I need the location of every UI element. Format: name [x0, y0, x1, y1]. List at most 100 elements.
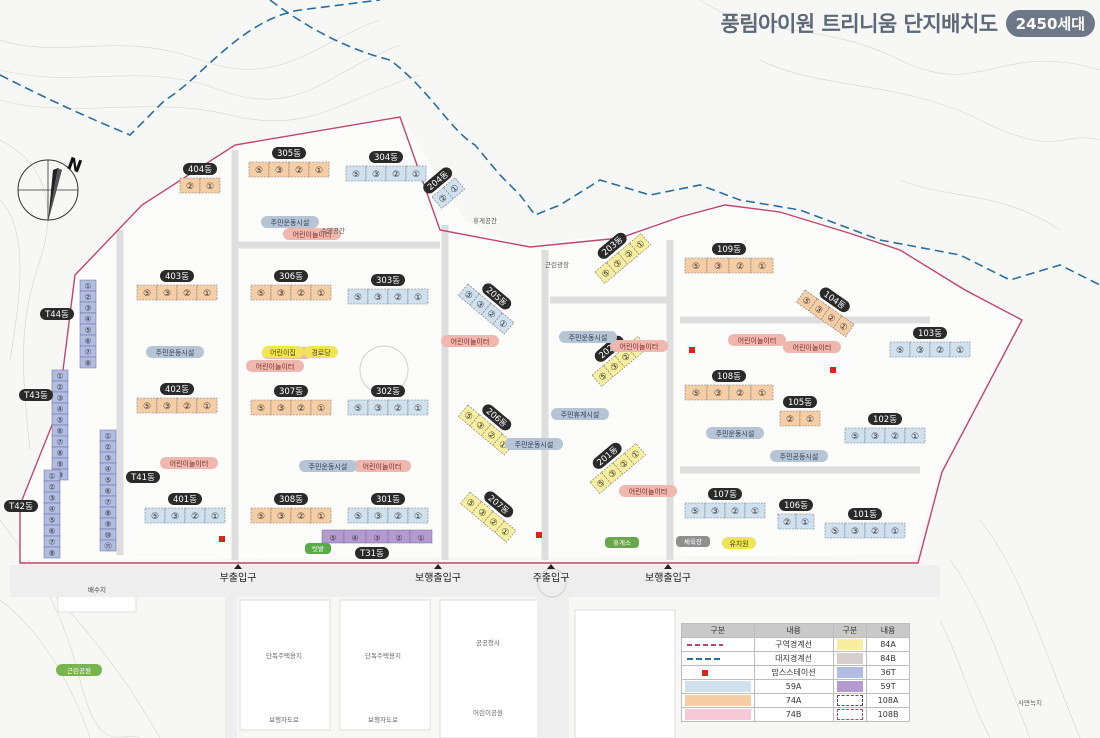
building-109: ⑤ ③ ② ① 109동 [684, 243, 774, 274]
community-facility-label-text: 주민운동시설 [716, 429, 755, 438]
unit-cell [904, 427, 926, 444]
unit-number: ③ [277, 404, 285, 414]
unit-number: ② [871, 527, 879, 537]
small-facility-label: 텃밭 [312, 544, 324, 553]
unit-number: ⑨ [105, 520, 112, 529]
unit-number: ③ [105, 454, 112, 463]
unit-cell [494, 520, 517, 543]
legend-swatch-59t [832, 679, 868, 694]
unit-number: ⑤ [354, 404, 362, 414]
small-facility-bg [605, 537, 639, 548]
unit-number: ⑦ [49, 538, 56, 547]
community-facility-label: 주민운동시설 [505, 438, 563, 450]
building-404: ② ① 404동 [179, 163, 221, 194]
unit-number: ⑤ [105, 476, 112, 485]
legend-swatch-moms-station [681, 665, 755, 680]
entrance-arrow [547, 564, 555, 569]
legend-header: 구분 [832, 623, 868, 638]
unit-number: ③ [275, 166, 283, 176]
outside-area-label: 보행자도로 [368, 715, 398, 724]
unit-number: ② [736, 389, 744, 399]
unit-number: ② [297, 404, 305, 414]
building-label: 105동 [783, 396, 817, 408]
building-303: ⑤ ③ ② ① 303동 [347, 274, 429, 305]
unit-cell [308, 161, 330, 178]
unit-number: ② [394, 293, 402, 303]
unit-number: ⑨ [57, 460, 64, 469]
compass-north-label: N [64, 154, 84, 178]
building-label-text: 107동 [713, 490, 737, 500]
townhouse-label: T41동 [126, 471, 160, 483]
legend-swatch-74b [681, 707, 755, 722]
unit-number: ⑤ [352, 170, 360, 180]
building-label: 101동 [848, 508, 882, 520]
building-401: ⑤ ③ ② ① 401동 [144, 493, 226, 524]
unit-number: ① [801, 518, 809, 528]
unit-number: ① [203, 402, 211, 412]
building-302: ⑤ ③ ② ① 302동 [347, 385, 429, 416]
unit-number: ① [414, 512, 422, 522]
playground-label: 어린이놀이터 [610, 340, 668, 352]
unit-number: ① [317, 404, 325, 414]
unit-number: ② [49, 483, 56, 492]
unit-number: ① [211, 512, 219, 522]
community-facility-label-text: 주민휴게시설 [561, 410, 600, 419]
unit-number: ⑥ [105, 487, 112, 496]
legend-swatch-district [681, 637, 755, 652]
unit-cell [199, 177, 221, 194]
unit-number: ⑤ [692, 389, 700, 399]
unit-cell [405, 165, 427, 182]
unit-number: ③ [57, 394, 64, 403]
small-facility-label: 체육장 [684, 537, 702, 546]
outside-area-label: 근린공원 [67, 666, 91, 675]
building-107: ⑤ ③ ② ① 107동 [684, 488, 766, 519]
unit-number: ④ [57, 405, 64, 414]
unit-number: ③ [871, 432, 879, 442]
building-label: 303동 [371, 274, 405, 286]
building-label: 302동 [371, 385, 405, 397]
entrance-arrow [234, 564, 242, 569]
legend-label: 구역경계선 [753, 637, 834, 652]
building-label-text: 103동 [918, 329, 942, 339]
building-label-text: 101동 [853, 510, 877, 520]
unit-number: ① [412, 170, 420, 180]
small-facility-label: 수영공간 [321, 226, 345, 235]
facility-label: 경로당 [304, 346, 338, 358]
community-facility-label: 주민운동시설 [299, 460, 357, 472]
unit-cell [310, 507, 332, 524]
building-301: ⑤ ③ ② ① 301동 [347, 493, 429, 524]
unit-cell [407, 399, 429, 416]
unit-number: ③ [374, 293, 382, 303]
legend-label: 36T [866, 665, 910, 680]
building-label-text: 307동 [279, 387, 303, 397]
unit-cell [799, 410, 821, 427]
townhouse-43: ①②③④⑤⑥⑦⑧⑨⑩T43동 [19, 369, 69, 481]
unit-number: ① [49, 472, 56, 481]
legend-label: 74A [753, 693, 834, 708]
unit-number: ② [786, 415, 794, 425]
site-line [0, 0, 1100, 286]
building-305: ⑤ ③ ② ① 305동 [248, 147, 330, 178]
roads [10, 565, 940, 738]
unit-number: ⑤ [692, 262, 700, 272]
moms-station-markers [219, 347, 836, 542]
unit-number: ② [57, 383, 64, 392]
entrance-label: 주출입구 [533, 571, 570, 584]
building-label: 401동 [168, 493, 202, 505]
legend-label: 맘스스테이션 [753, 665, 834, 680]
playground-label-text: 어린이놀이터 [170, 459, 209, 468]
unit-number: ① [315, 166, 323, 176]
unit-number: ② [736, 262, 744, 272]
unit-number: ③ [163, 289, 171, 299]
townhouse-label: T44동 [40, 308, 74, 320]
unit-number: ② [396, 534, 403, 543]
unit-cell [624, 443, 647, 465]
park-label-bg [56, 664, 102, 676]
unit-number: ③ [171, 512, 179, 522]
site-area [20, 115, 1020, 560]
unit-number: ⑤ [49, 516, 56, 525]
building-label-text: 401동 [173, 495, 197, 505]
